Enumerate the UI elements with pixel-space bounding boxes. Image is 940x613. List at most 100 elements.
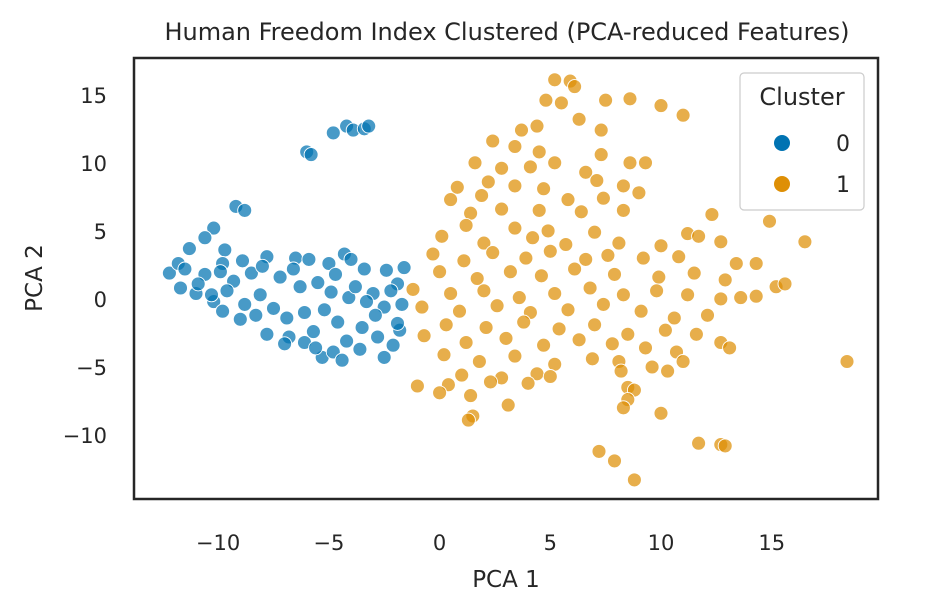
data-point-cluster-1-24 <box>589 173 605 188</box>
data-point-cluster-1-14 <box>507 139 523 154</box>
data-point-cluster-1-97 <box>666 310 682 326</box>
data-point-cluster-0-76 <box>359 294 374 310</box>
data-point-cluster-1-39 <box>615 202 631 218</box>
data-point-cluster-1-59 <box>518 250 534 266</box>
data-point-cluster-0-20 <box>343 251 359 267</box>
data-point-cluster-1-6 <box>622 91 638 107</box>
data-point-cluster-1-116 <box>722 340 738 356</box>
data-point-cluster-1-85 <box>649 283 665 299</box>
x-axis-ticks: −10 −5 0 5 10 15 <box>196 531 785 555</box>
data-point-cluster-1-52 <box>653 238 669 254</box>
data-point-cluster-0-59 <box>219 283 235 299</box>
data-point-cluster-1-119 <box>507 348 523 364</box>
data-point-cluster-1-110 <box>536 337 552 353</box>
legend-title: Cluster <box>759 83 844 111</box>
data-point-cluster-1-67 <box>432 264 448 280</box>
data-point-cluster-1-128 <box>542 369 558 384</box>
data-point-cluster-0-9 <box>206 220 222 236</box>
data-point-cluster-0-2 <box>325 125 341 141</box>
chart-title: Human Freedom Index Clustered (PCA-reduc… <box>164 18 849 46</box>
data-point-cluster-1-81 <box>511 290 527 306</box>
data-point-cluster-1-79 <box>443 286 459 301</box>
legend-label-cluster-1: 1 <box>836 173 850 198</box>
data-point-cluster-1-147 <box>691 435 707 451</box>
data-point-cluster-0-40 <box>385 337 401 353</box>
data-point-cluster-1-91 <box>452 303 467 319</box>
data-point-cluster-1-109 <box>498 330 514 346</box>
data-point-cluster-1-103 <box>587 317 603 333</box>
data-point-cluster-0-61 <box>177 261 193 277</box>
data-point-cluster-1-78 <box>405 281 421 297</box>
data-point-cluster-1-25 <box>449 179 465 195</box>
data-point-cluster-1-17 <box>467 155 483 171</box>
data-point-cluster-1-3 <box>538 92 554 108</box>
y-tick-label: 5 <box>94 220 107 244</box>
x-tick-label: 10 <box>648 531 675 555</box>
data-point-cluster-1-141 <box>500 397 516 413</box>
data-point-cluster-0-21 <box>356 261 372 277</box>
data-point-cluster-1-63 <box>635 250 651 266</box>
data-point-cluster-0-23 <box>396 260 412 276</box>
data-point-cluster-1-146 <box>607 453 622 469</box>
data-point-cluster-1-34 <box>595 190 611 206</box>
data-point-cluster-1-106 <box>688 326 704 342</box>
data-point-cluster-1-72 <box>607 266 622 282</box>
data-point-cluster-1-41 <box>762 213 777 229</box>
data-point-cluster-1-28 <box>536 181 552 197</box>
data-point-cluster-1-123 <box>644 359 660 375</box>
data-point-cluster-1-15 <box>531 144 547 160</box>
data-point-cluster-1-96 <box>633 303 649 319</box>
data-point-cluster-0-14 <box>235 253 250 269</box>
data-point-cluster-0-72 <box>237 296 253 312</box>
data-point-cluster-1-37 <box>531 202 547 218</box>
data-point-cluster-0-68 <box>370 329 386 345</box>
data-point-cluster-1-38 <box>573 204 589 220</box>
data-point-cluster-1-77 <box>777 276 793 292</box>
data-point-cluster-1-48 <box>476 235 492 251</box>
data-point-cluster-1-74 <box>686 265 702 281</box>
data-point-cluster-1-90 <box>414 299 430 315</box>
data-point-cluster-1-60 <box>542 243 558 259</box>
data-point-cluster-0-62 <box>285 261 301 277</box>
legend: Cluster 0 1 <box>739 72 865 211</box>
data-point-cluster-1-92 <box>489 298 505 314</box>
y-tick-label: −10 <box>63 424 107 448</box>
data-point-cluster-0-31 <box>248 307 264 323</box>
data-point-cluster-1-26 <box>480 174 496 190</box>
data-point-cluster-1-9 <box>571 111 587 127</box>
data-point-cluster-1-18 <box>547 155 563 171</box>
data-point-cluster-1-111 <box>571 332 587 348</box>
data-point-cluster-1-129 <box>613 363 629 379</box>
data-point-cluster-1-61 <box>578 251 594 267</box>
data-point-cluster-1-43 <box>507 220 523 236</box>
data-point-cluster-1-33 <box>560 192 576 208</box>
data-point-cluster-1-66 <box>748 256 764 271</box>
plot-points <box>161 72 855 488</box>
data-point-cluster-0-54 <box>330 314 346 330</box>
data-point-cluster-1-82 <box>547 286 563 301</box>
data-point-cluster-0-73 <box>212 264 228 280</box>
data-point-cluster-1-140 <box>615 400 631 416</box>
data-point-cluster-1-50 <box>558 237 574 252</box>
data-point-cluster-0-8 <box>237 202 253 218</box>
data-point-cluster-0-70 <box>308 340 324 356</box>
data-point-cluster-1-62 <box>600 247 616 263</box>
data-point-cluster-1-101 <box>516 314 532 330</box>
data-point-cluster-1-65 <box>728 256 744 271</box>
data-point-cluster-1-100 <box>478 320 494 335</box>
y-tick-label: 10 <box>80 152 107 176</box>
data-point-cluster-1-7 <box>653 98 669 114</box>
data-point-cluster-0-60 <box>190 276 206 292</box>
data-point-cluster-0-39 <box>376 349 392 365</box>
data-point-cluster-0-37 <box>334 352 350 368</box>
y-tick-label: 15 <box>80 84 107 108</box>
data-point-cluster-1-83 <box>582 280 598 296</box>
data-point-cluster-0-58 <box>243 265 259 281</box>
data-point-cluster-1-125 <box>454 367 470 383</box>
data-point-cluster-1-87 <box>713 291 729 307</box>
data-point-cluster-1-30 <box>631 185 647 201</box>
data-point-cluster-1-16 <box>593 147 609 163</box>
data-point-cluster-1-108 <box>458 335 474 350</box>
data-point-cluster-0-38 <box>352 341 368 357</box>
data-point-cluster-1-130 <box>660 363 676 379</box>
